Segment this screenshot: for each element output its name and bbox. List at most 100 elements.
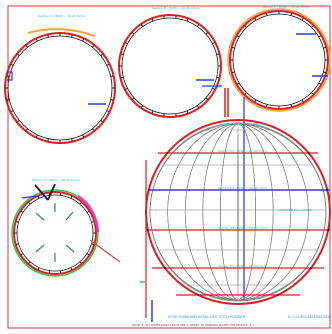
sphere-mark bbox=[197, 294, 200, 296]
ring-4-ticks bbox=[14, 192, 96, 274]
ring-tick bbox=[311, 92, 314, 95]
ring-tick bbox=[6, 99, 10, 101]
ring-tick bbox=[266, 13, 268, 16]
ring-section-3: Section C - 8000 ~ 16.40 mmm bbox=[227, 5, 331, 112]
sphere-band-4: Section E4 - 8000 ~ 16.40 mmm bbox=[218, 226, 267, 230]
sphere-meridian bbox=[149, 123, 327, 301]
ring-tick bbox=[37, 195, 40, 199]
ring-tick bbox=[205, 97, 209, 100]
ring-tick bbox=[266, 104, 268, 107]
ring-tick bbox=[244, 25, 247, 28]
sphere-elevation: Section E1 - 8000 ~ 16.40 mmm Section E2… bbox=[140, 88, 331, 322]
ring-tick bbox=[318, 35, 322, 38]
ring-2-ticks bbox=[119, 15, 221, 117]
ring-tick bbox=[196, 24, 200, 27]
ring-1-title: Section A - 8000 ~ 16.40 mmm bbox=[38, 14, 86, 18]
sphere-mark bbox=[307, 152, 310, 154]
ring-tick bbox=[110, 99, 114, 101]
ring-4-spokes bbox=[35, 203, 75, 262]
ring-tick bbox=[91, 243, 94, 245]
ring-tick bbox=[86, 253, 90, 256]
ring-tick bbox=[82, 38, 85, 42]
drawing-frame bbox=[7, 5, 331, 329]
ring-tick bbox=[196, 105, 200, 108]
ring-section-4: Section D - 8000 ~ 16.40 mmm bbox=[11, 178, 121, 277]
ring-1-ticks bbox=[5, 33, 115, 143]
ring-tick bbox=[212, 87, 215, 90]
ring-tick bbox=[25, 128, 28, 131]
ring-tick bbox=[290, 13, 292, 16]
ring-tick bbox=[120, 53, 124, 55]
ring-tick bbox=[311, 25, 314, 28]
ring-tick bbox=[254, 17, 257, 21]
sphere-mark bbox=[166, 152, 169, 154]
sphere-mark bbox=[276, 294, 279, 296]
ring-tick bbox=[16, 221, 19, 223]
ring-tick bbox=[216, 53, 220, 55]
footer-note: NOTE: 1. ALL DIMENSIONS ARE IN MM. 2. RE… bbox=[132, 323, 256, 327]
ring-2-title: Section B - 8000 ~ 16.40 mmm bbox=[152, 6, 200, 10]
ring-tick bbox=[70, 195, 73, 199]
sphere-band-3: Section E3 - 8000 ~ 16.40 mmm bbox=[218, 186, 267, 190]
ring-tick bbox=[47, 138, 49, 142]
ring-tick bbox=[318, 82, 322, 85]
ring-tick bbox=[254, 99, 257, 103]
ring-tick bbox=[10, 110, 14, 113]
ring-tick bbox=[70, 267, 73, 271]
ring-tick bbox=[28, 202, 31, 205]
ring-tick bbox=[244, 92, 247, 95]
ring-tick bbox=[82, 134, 85, 138]
sphere-mark bbox=[146, 229, 149, 231]
ring-tick bbox=[100, 120, 103, 123]
ring-tick bbox=[17, 53, 20, 56]
ring-tick bbox=[151, 18, 154, 22]
ring-tick bbox=[79, 261, 82, 264]
ring-3-title: Section C - 8000 ~ 16.40 mmm bbox=[262, 5, 310, 9]
sphere-band-1: Section E1 - 8000 ~ 16.40 mmm bbox=[220, 122, 269, 126]
ring-tick bbox=[236, 82, 240, 85]
ring-tick bbox=[323, 71, 326, 73]
sphere-mark bbox=[164, 267, 167, 269]
ring-tick bbox=[232, 47, 235, 49]
ring-tick bbox=[47, 34, 49, 38]
ring-tick bbox=[323, 47, 326, 49]
ring-tick bbox=[100, 53, 103, 56]
ring-tick bbox=[110, 75, 114, 77]
ring-tick bbox=[205, 32, 209, 35]
ring-tick bbox=[86, 210, 90, 213]
ring-tick bbox=[131, 97, 135, 100]
ring-tick bbox=[92, 45, 95, 48]
ring-tick bbox=[25, 45, 28, 48]
ring-tick bbox=[79, 202, 82, 205]
ring-tick bbox=[106, 63, 110, 66]
sphere-ticks bbox=[146, 152, 330, 296]
ring-tick bbox=[35, 38, 38, 42]
ring-tick bbox=[125, 42, 128, 45]
ring-tick bbox=[125, 87, 128, 90]
ring-tick bbox=[28, 261, 31, 264]
ring-tick bbox=[37, 267, 40, 271]
sphere-side-note: LOCATION EL +14.800 bbox=[278, 208, 312, 212]
ring-tick bbox=[91, 221, 94, 223]
ring-tick bbox=[236, 35, 240, 38]
sphere-mark bbox=[326, 189, 329, 191]
sphere-mark bbox=[327, 229, 330, 231]
ring-section-2: Section B - 8000 ~ 16.40 mmm bbox=[118, 6, 222, 118]
ring-tick bbox=[186, 18, 189, 22]
ring-4-title: Section D - 8000 ~ 16.40 mmm bbox=[32, 178, 80, 182]
ring-tick bbox=[10, 63, 14, 66]
sphere-mark bbox=[309, 267, 312, 269]
ring-tick bbox=[301, 17, 304, 21]
ring-tick bbox=[216, 77, 220, 79]
ring-tick bbox=[151, 110, 154, 114]
ring-tick bbox=[140, 105, 144, 108]
ring-tick bbox=[17, 120, 20, 123]
ring-tick bbox=[140, 24, 144, 27]
ring-tick bbox=[20, 210, 24, 213]
ring-tick bbox=[186, 110, 189, 114]
sphere-mark bbox=[147, 189, 150, 191]
ring-tick bbox=[106, 110, 110, 113]
ring-tick bbox=[232, 71, 235, 73]
sphere-band-5: Section E5 - 8000 ~ 16.40 mmm bbox=[218, 264, 267, 268]
